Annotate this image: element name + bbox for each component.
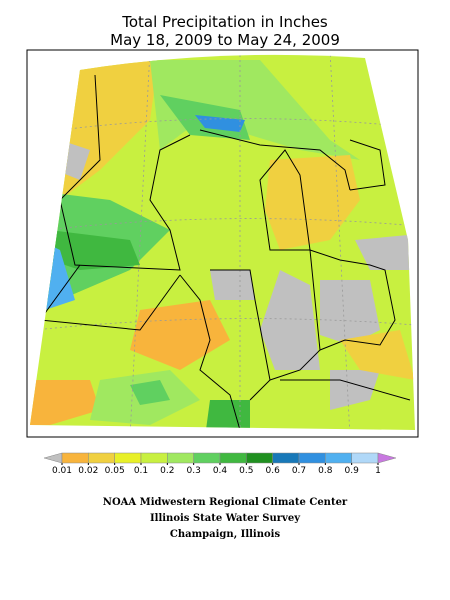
- credit-line: NOAA Midwestern Regional Climate Center: [103, 497, 348, 508]
- legend-swatch: [325, 452, 352, 464]
- credit-line: Illinois State Water Survey: [150, 513, 301, 524]
- legend-tick-label: 0.1: [134, 466, 148, 476]
- legend-tick-label: 0.9: [345, 466, 360, 476]
- legend-tick-label: 1: [375, 466, 381, 476]
- legend-tick-label: 0.2: [160, 466, 174, 476]
- legend-tick-label: 0.7: [292, 466, 306, 476]
- legend-tick-label: 0.5: [239, 466, 253, 476]
- legend-swatch: [61, 452, 89, 464]
- legend-swatch: [114, 452, 142, 464]
- legend-arrow-under: [43, 452, 63, 464]
- legend-swatch: [193, 452, 221, 464]
- legend-tick-label: 0.02: [78, 466, 98, 476]
- legend-swatch: [140, 452, 168, 464]
- legend-swatch: [88, 452, 115, 464]
- legend-tick-label: 0.05: [105, 466, 125, 476]
- map-frame: [26, 49, 419, 438]
- legend-swatch: [272, 452, 300, 464]
- legend-swatch: [298, 452, 326, 464]
- subtitle: May 18, 2009 to May 24, 2009: [110, 31, 340, 49]
- title: Total Precipitation in Inches: [121, 13, 328, 31]
- legend-tick-label: 0.6: [266, 466, 281, 476]
- legend-tick-label: 0.8: [318, 466, 333, 476]
- legend-swatch: [246, 452, 273, 464]
- color-legend: 0.01 0.02 0.05 0.1 0.2 0.3 0.4 0.5 0.6 0.7 0.8 0.9 1: [43, 452, 397, 476]
- legend-tick-label: 0.01: [52, 466, 72, 476]
- credit-line: Champaign, Illinois: [170, 529, 281, 540]
- legend-swatch: [219, 452, 247, 464]
- precip-field: [30, 54, 415, 430]
- legend-swatch: [351, 452, 379, 464]
- legend-swatch: [167, 452, 194, 464]
- legend-tick-label: 0.4: [213, 466, 228, 476]
- legend-tick-label: 0.3: [187, 466, 201, 476]
- legend-arrow-over: [377, 452, 397, 464]
